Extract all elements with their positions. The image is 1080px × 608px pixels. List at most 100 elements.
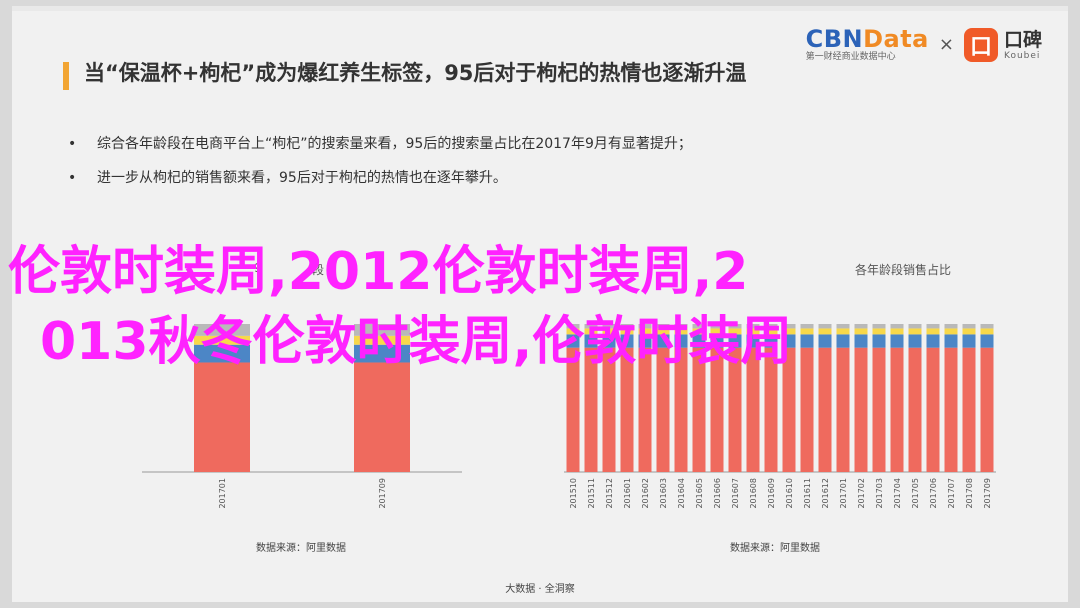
brand-logos: CBNData 第一财经商业数据中心 × 口 口碑 Koubei	[806, 26, 1042, 63]
bar-segment	[692, 324, 706, 329]
bar-segment	[872, 324, 886, 329]
bullet-list: • 综合各年龄段在电商平台上“枸杞”的搜索量来看，95后的搜索量占比在2017年9…	[68, 134, 692, 202]
x-tick-label: 201601	[623, 478, 632, 509]
bar-segment	[926, 347, 940, 472]
bar-segment	[674, 347, 688, 472]
bar-segment	[194, 324, 250, 336]
bar-segment	[728, 347, 742, 472]
bar-segment	[764, 347, 778, 472]
bar-segment	[194, 362, 250, 472]
bar-segment	[674, 324, 688, 329]
bar-segment	[620, 334, 634, 348]
bar-segment	[602, 334, 616, 348]
bar-segment	[890, 334, 904, 348]
x-tick-label: 201703	[875, 478, 884, 509]
x-tick-label: 201511	[587, 478, 596, 509]
bar-segment	[854, 328, 868, 335]
bar-segment	[944, 347, 958, 472]
bar-segment	[962, 328, 976, 335]
cbn-subtitle: 第一财经商业数据中心	[805, 52, 896, 62]
x-tick-label: 201704	[893, 478, 902, 509]
bar-segment	[800, 347, 814, 472]
bar-segment	[782, 328, 796, 335]
bar-segment	[746, 324, 760, 329]
bar-segment	[710, 324, 724, 329]
bar-segment	[638, 334, 652, 348]
bar-segment	[980, 334, 994, 348]
left-chart-title-fragment: 9	[254, 261, 262, 275]
bar-segment	[980, 324, 994, 329]
x-tick-label: 201609	[767, 478, 776, 509]
bar-segment	[872, 334, 886, 348]
bar-segment	[836, 347, 850, 472]
bar-segment	[890, 324, 904, 329]
bullet-text: 进一步从枸杞的销售额来看，95后对于枸杞的热情也在逐年攀升。	[97, 170, 507, 186]
slide-title: 当“保温杯+枸杞”成为爆红养生标签，95后对于枸杞的热情也逐渐升温	[84, 61, 747, 85]
x-tick-label: 201605	[695, 478, 704, 509]
left-stacked-bar-chart: 201701 201709	[142, 324, 462, 509]
koubei-subname: Koubei	[1003, 50, 1041, 61]
bar-segment	[800, 324, 814, 329]
x-tick-label: 201610	[785, 478, 794, 509]
x-tick-label: 201602	[641, 478, 650, 509]
bar-segment	[746, 347, 760, 472]
bar-segment	[602, 347, 616, 472]
bar-segment	[638, 347, 652, 472]
bar-segment	[962, 334, 976, 348]
bar-segment	[710, 347, 724, 472]
bar-segment	[354, 324, 410, 336]
title-accent-bar	[63, 62, 69, 90]
x-tick-label: 201512	[605, 478, 614, 509]
bullet-text: 综合各年龄段在电商平台上“枸杞”的搜索量来看，95后的搜索量占比在2017年9月…	[97, 136, 692, 152]
x-tick-label: 201611	[803, 478, 812, 509]
x-tick-label: 201607	[731, 478, 740, 509]
bar-segment	[692, 334, 706, 348]
x-tick-label: 201510	[569, 478, 578, 509]
bar-segment	[656, 324, 670, 329]
bar-segment	[710, 328, 724, 335]
bar-segment	[746, 334, 760, 348]
x-tick-label: 201603	[659, 478, 668, 509]
bar-segment	[818, 347, 832, 472]
bar-segment	[656, 334, 670, 348]
bar-segment	[926, 334, 940, 348]
bar-segment	[908, 347, 922, 472]
bar-segment	[818, 334, 832, 348]
bar-segment	[638, 324, 652, 329]
bar-segment	[710, 334, 724, 348]
right-chart-source: 数据来源：阿里数据	[730, 543, 820, 554]
bar-segment	[854, 324, 868, 329]
koubei-logo-text: 口碑 Koubei	[1004, 29, 1042, 61]
x-tick-label: 201709	[983, 478, 992, 509]
bar-segment	[620, 328, 634, 335]
x-tick-label: 201705	[911, 478, 920, 509]
bar-segment	[782, 347, 796, 472]
bar-segment	[584, 324, 598, 329]
bar-segment	[692, 328, 706, 335]
bar-segment	[620, 347, 634, 472]
bar-segment	[728, 324, 742, 329]
bar-segment	[194, 344, 250, 363]
cbn-text: CBN	[805, 25, 864, 53]
bar-segment	[728, 334, 742, 348]
x-tick-label: 201708	[965, 478, 974, 509]
bar-segment	[818, 324, 832, 329]
bar-segment	[764, 334, 778, 348]
bar-segment	[728, 328, 742, 335]
bar-segment	[566, 347, 580, 472]
bar-segment	[980, 328, 994, 335]
bar-segment	[566, 324, 580, 329]
bar-segment	[354, 344, 410, 363]
bar-segment	[764, 324, 778, 329]
left-chart-title-fragment-2: 段	[312, 263, 325, 277]
bar-segment	[818, 328, 832, 335]
data-text: Data	[863, 25, 929, 53]
x-tick-label: 201612	[821, 478, 830, 509]
cbndata-logo: CBNData 第一财经商业数据中心	[806, 26, 929, 63]
bar-segment	[908, 328, 922, 335]
bar-segment	[674, 328, 688, 335]
bar-segment	[872, 328, 886, 335]
x-tick-label: 201606	[713, 478, 722, 509]
x-tick-label: 201701	[839, 478, 848, 509]
koubei-name: 口碑	[1003, 28, 1042, 51]
